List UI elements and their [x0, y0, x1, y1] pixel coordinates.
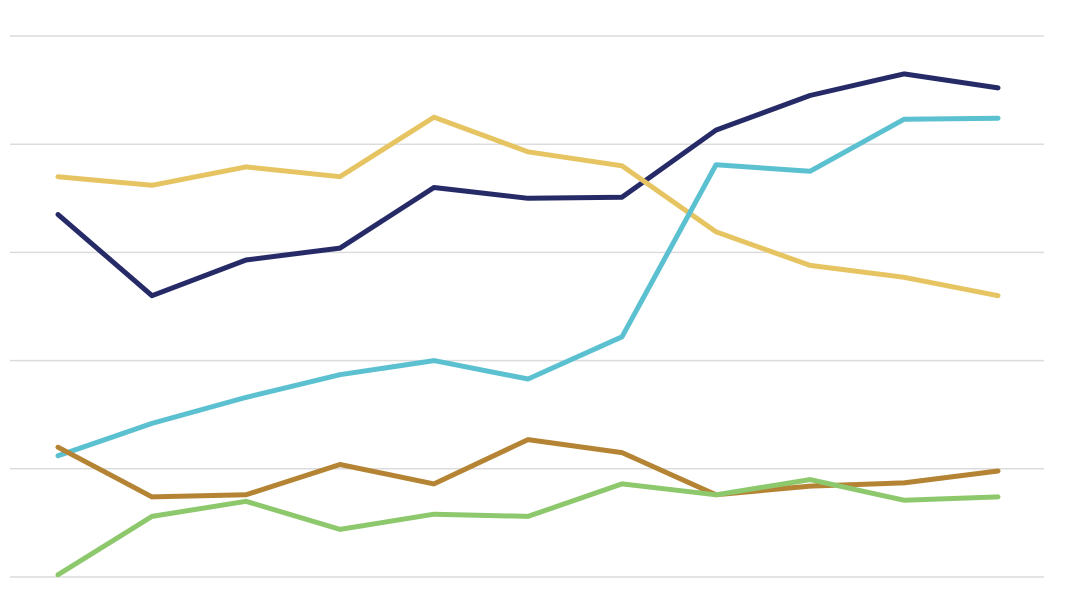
- series-line-green: [55, 477, 1001, 578]
- series-line-gold: [55, 114, 1001, 299]
- series-line-teal: [55, 115, 1001, 459]
- gridlines: [10, 35, 1044, 578]
- series-lines: [55, 71, 1001, 578]
- series-line-navy: [55, 71, 1001, 299]
